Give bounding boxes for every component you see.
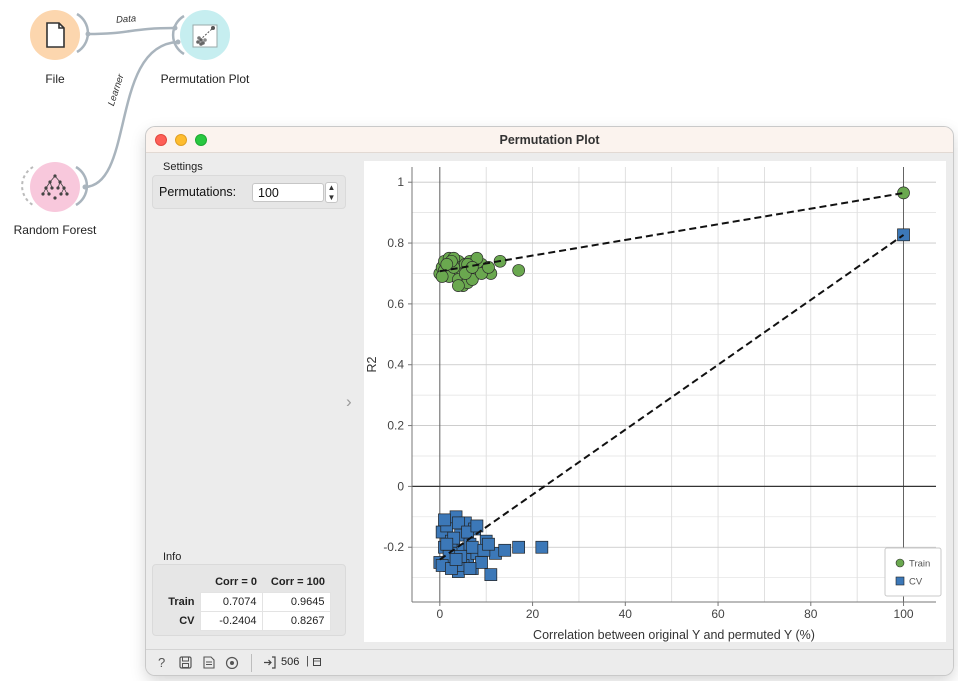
status-divider — [251, 654, 252, 672]
node-permutation-plot-label: Permutation Plot — [160, 72, 250, 86]
link-learner[interactable] — [84, 40, 179, 189]
y-tick-label: 0 — [397, 479, 404, 493]
info-cell: -0.2404 — [199, 610, 263, 631]
y-tick-label: 1 — [397, 175, 404, 189]
info-table-header: Corr = 0 — [215, 576, 257, 589]
info-table-header — [160, 573, 200, 592]
y-axis-label: R2 — [365, 356, 379, 372]
permutations-label: Permutations: — [159, 185, 237, 199]
link-data[interactable] — [87, 26, 176, 36]
collapse-panel-chevron-icon[interactable]: › — [346, 392, 352, 411]
window-titlebar[interactable]: Permutation Plot — [146, 127, 953, 153]
status-bar: ? 506 | — [146, 649, 953, 675]
info-row-label: Train — [168, 595, 195, 608]
info-group-label: Info — [163, 551, 182, 563]
close-button[interactable] — [155, 134, 167, 146]
train-point — [897, 186, 910, 200]
legend-train-marker — [895, 558, 905, 568]
legend-label: CV — [909, 577, 923, 588]
y-tick-label: -0.2 — [383, 540, 404, 554]
cv-point — [463, 562, 477, 575]
y-tick-label: 0.4 — [387, 358, 404, 372]
data-table-icon — [313, 658, 321, 666]
node-random-forest-label: Random Forest — [13, 223, 97, 237]
cv-point — [465, 540, 479, 554]
y-tick-label: 0.2 — [387, 419, 404, 433]
cv-point — [482, 537, 495, 551]
x-axis-label: Correlation between original Y and permu… — [533, 628, 815, 642]
train-point — [435, 270, 449, 283]
cv-point — [484, 568, 498, 581]
stepper-up-icon[interactable]: ▲ — [327, 183, 336, 192]
info-table-header: Corr = 100 — [270, 576, 325, 589]
x-tick-label: 100 — [894, 607, 914, 621]
output-count: 506 — [281, 656, 300, 668]
node-permutation-plot[interactable] — [180, 10, 230, 60]
file-icon — [46, 22, 65, 48]
permutations-input[interactable] — [252, 183, 324, 202]
minimize-button[interactable] — [175, 134, 187, 146]
permutation-chart[interactable]: 0 20 40 60 80 100 -0.2 0 0.2 0.4 0.6 0.8 1 Correlatio… — [364, 161, 946, 642]
info-row-label: CV — [179, 614, 195, 627]
cv-point — [440, 537, 454, 551]
help-icon[interactable]: ? — [158, 655, 166, 670]
stepper-down-icon[interactable]: ▼ — [327, 193, 336, 202]
info-cell: 0.7074 — [199, 591, 263, 612]
window-title: Permutation Plot — [499, 133, 600, 147]
plot-area[interactable]: 0 20 40 60 80 100 -0.2 0 0.2 0.4 0.6 0.8 1 Correlatio… — [364, 161, 946, 642]
zoom-button[interactable] — [195, 134, 207, 146]
y-tick-label: 0.8 — [387, 236, 404, 250]
legend-box — [884, 547, 942, 597]
permutation-plot-window: Permutation Plot Settings Permutations: … — [146, 127, 953, 675]
info-table-row: Train 0.7074 0.9645 — [160, 591, 331, 612]
legend-label: Train — [909, 559, 930, 570]
legend-cv-marker — [895, 576, 905, 586]
permutation-plot-icon — [192, 24, 218, 48]
fit-line-cv — [439, 234, 905, 561]
random-forest-icon — [41, 174, 69, 200]
settings-group-label: Settings — [163, 161, 203, 173]
x-tick-label: 20 — [526, 607, 540, 621]
report-icon[interactable] — [203, 656, 215, 669]
visual-settings-icon[interactable] — [225, 656, 240, 669]
cv-point — [498, 543, 512, 557]
x-tick-label: 60 — [711, 607, 725, 621]
permutations-stepper[interactable]: ▲ ▼ — [325, 182, 338, 203]
train-point — [440, 257, 454, 271]
y-tick-label: 0.6 — [387, 297, 404, 311]
info-cell: 0.8267 — [261, 610, 331, 631]
cv-point — [535, 540, 549, 554]
node-file[interactable] — [30, 10, 80, 60]
node-random-forest[interactable] — [30, 162, 80, 212]
cv-point — [449, 553, 463, 566]
cv-point — [438, 513, 451, 527]
link-label-data: Data — [115, 13, 137, 26]
train-point — [512, 264, 526, 277]
legend: Train CV — [884, 547, 942, 597]
status-separator: | — [306, 655, 309, 667]
plot-input-anchor[interactable] — [171, 14, 185, 56]
cv-point — [470, 519, 484, 533]
info-table-header-row: Corr = 0 Corr = 100 — [160, 573, 330, 592]
control-area: Settings Permutations: ▲ ▼ Info Corr = 0… — [146, 153, 354, 649]
node-file-label: File — [45, 72, 65, 86]
cv-point — [475, 556, 488, 569]
info-cell: 0.9645 — [261, 591, 331, 612]
train-point — [452, 279, 465, 292]
cv-point — [897, 228, 910, 242]
node-random-forest-circle[interactable] — [30, 162, 80, 212]
x-tick-label: 80 — [804, 607, 818, 621]
info-table: Corr = 0 Corr = 100 Train 0.7074 0.9645 … — [160, 573, 331, 631]
fit-line-train — [439, 192, 904, 273]
save-icon[interactable] — [179, 656, 192, 669]
x-tick-label: 40 — [619, 607, 633, 621]
x-tick-label: 0 — [436, 607, 443, 621]
output-icon — [264, 656, 276, 669]
cv-point — [512, 540, 526, 554]
info-table-row: CV -0.2404 0.8267 — [160, 610, 331, 631]
